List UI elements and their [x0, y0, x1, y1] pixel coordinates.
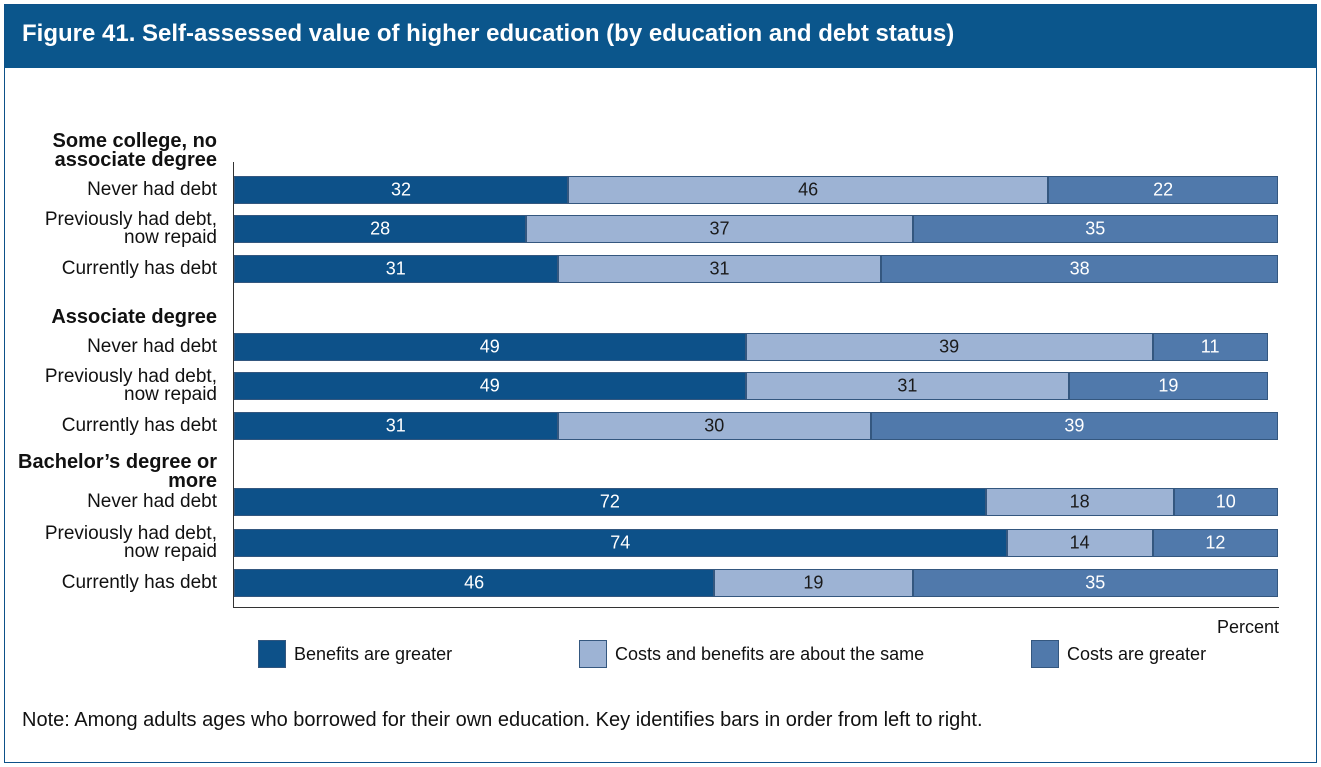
bar-segment	[1173, 488, 1278, 516]
bar-segment	[234, 488, 986, 516]
y-axis-line	[233, 162, 234, 608]
data-label: 18	[1069, 491, 1090, 512]
bar-segment	[234, 333, 746, 361]
bar-segment	[1152, 333, 1268, 361]
data-label: 38	[1069, 258, 1090, 279]
data-label: 37	[709, 218, 730, 239]
data-label: 31	[385, 258, 406, 279]
data-label: 31	[709, 258, 730, 279]
legend-label: Costs are greater	[1067, 644, 1207, 664]
bar-segment	[234, 412, 558, 440]
legend-swatch	[579, 640, 607, 668]
group-label: Some college, no associate degree	[52, 130, 217, 171]
chart-title: Figure 41. Self-assessed value of higher…	[22, 20, 955, 47]
title-bar	[5, 5, 1316, 68]
group-label: Bachelor’s degree or more	[18, 451, 217, 492]
bar-segment	[557, 255, 882, 283]
x-axis-line	[233, 607, 1279, 608]
legend-swatch	[258, 640, 286, 668]
group-label: Associate degree	[51, 306, 217, 328]
bar-segment	[1069, 372, 1268, 400]
data-label: 49	[479, 375, 500, 396]
bar-segment	[234, 372, 746, 400]
y-tick-label: Previously had debt, now repaid	[44, 366, 217, 405]
data-label: 11	[1200, 336, 1220, 357]
y-tick-label: Never had debt	[87, 179, 217, 200]
data-label: 10	[1215, 491, 1236, 512]
bar-segment	[985, 488, 1174, 516]
data-label: 72	[599, 491, 620, 512]
data-label: 39	[939, 336, 960, 357]
frame	[4, 4, 1317, 763]
y-tick-label: Currently has debt	[61, 415, 217, 436]
data-label: 14	[1069, 532, 1090, 553]
data-label: 31	[385, 415, 406, 436]
y-tick-label: Currently has debt	[61, 572, 217, 593]
data-label: 12	[1205, 532, 1226, 553]
data-label: 35	[1085, 218, 1106, 239]
x-axis-label: Percent	[1216, 617, 1279, 637]
data-label: 19	[1158, 375, 1179, 396]
bar-segment	[912, 215, 1278, 243]
data-label: 35	[1085, 572, 1106, 593]
y-tick-label: Never had debt	[87, 491, 217, 512]
bar-segment	[234, 569, 715, 597]
data-label: 28	[370, 218, 391, 239]
bar-segment	[234, 176, 569, 204]
bar-segment	[870, 412, 1278, 440]
bar-segment	[1048, 176, 1278, 204]
data-label: 46	[464, 572, 485, 593]
bar-segment	[526, 215, 913, 243]
bar-segment	[745, 333, 1153, 361]
y-tick-label: Previously had debt, now repaid	[44, 523, 217, 562]
bar-segment	[1006, 529, 1153, 557]
data-label: 74	[610, 532, 631, 553]
bar-segment	[881, 255, 1278, 283]
y-tick-label: Previously had debt, now repaid	[44, 209, 217, 248]
bar-segment	[714, 569, 913, 597]
bar-segment	[234, 215, 527, 243]
y-tick-label: Never had debt	[87, 336, 217, 357]
bar-segment	[234, 529, 1007, 557]
data-label: 22	[1153, 179, 1174, 200]
bar-segment	[745, 372, 1070, 400]
legend-label: Costs and benefits are about the same	[615, 644, 925, 664]
note: Note: Among adults ages who borrowed for…	[22, 709, 983, 731]
bar-segment	[1152, 529, 1278, 557]
legend-label: Benefits are greater	[294, 644, 453, 664]
y-tick-label: Currently has debt	[61, 258, 217, 279]
bar-segment	[568, 176, 1049, 204]
data-label: 32	[391, 179, 412, 200]
bar-segment	[557, 412, 871, 440]
data-label: 31	[897, 375, 918, 396]
data-label: 30	[704, 415, 725, 436]
data-label: 49	[479, 336, 500, 357]
data-label: 39	[1064, 415, 1085, 436]
legend-swatch	[1031, 640, 1059, 668]
bar-segment	[912, 569, 1278, 597]
data-label: 19	[803, 572, 824, 593]
data-label: 46	[798, 179, 819, 200]
bar-segment	[234, 255, 558, 283]
